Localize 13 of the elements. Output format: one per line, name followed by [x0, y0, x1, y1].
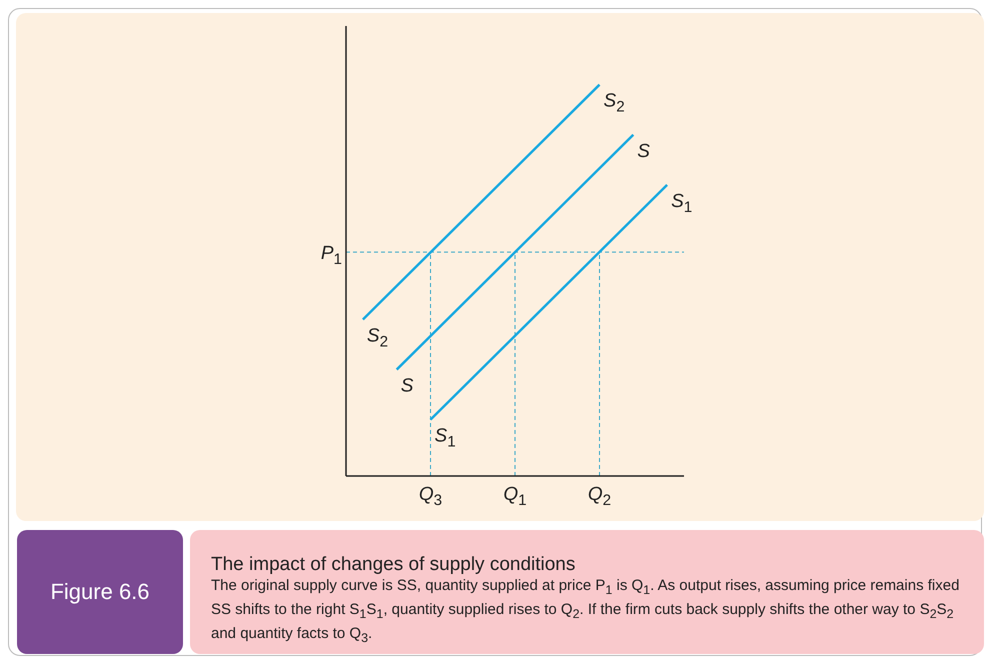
series-label: S$_{2}$: [604, 90, 625, 116]
text: S$_{2}$: [366, 325, 388, 350]
x-tick-label: Q$_{3}$: [418, 484, 442, 508]
text: The original supply curve is SS, quantity supplied at price P$_{1}$ is Q$_{1}$. As output rises, assuming price remains fixed SS shifts to the right S$_{1}$S$_{1}$, quantity supplied rises to Q$_{2}$. If the firm cuts back supply shifts the other way to S$_{2}$S$_{2}$ and quantity facts to Q$_{3}$.: [211, 577, 960, 645]
series-label: S: [637, 140, 650, 162]
text: The impact of changes of supply conditions: [211, 554, 576, 576]
x-tick-label: Q$_{1}$: [503, 484, 527, 508]
caption: Figure 6.6: [17, 530, 183, 654]
text: S$_{1}$: [434, 426, 456, 450]
text: S: [400, 376, 414, 397]
ref-line-label: P$_{1}$: [320, 243, 342, 268]
x-tick-label: Q$_{2}$: [588, 484, 612, 508]
series-label: S$_{1}$: [671, 190, 692, 216]
